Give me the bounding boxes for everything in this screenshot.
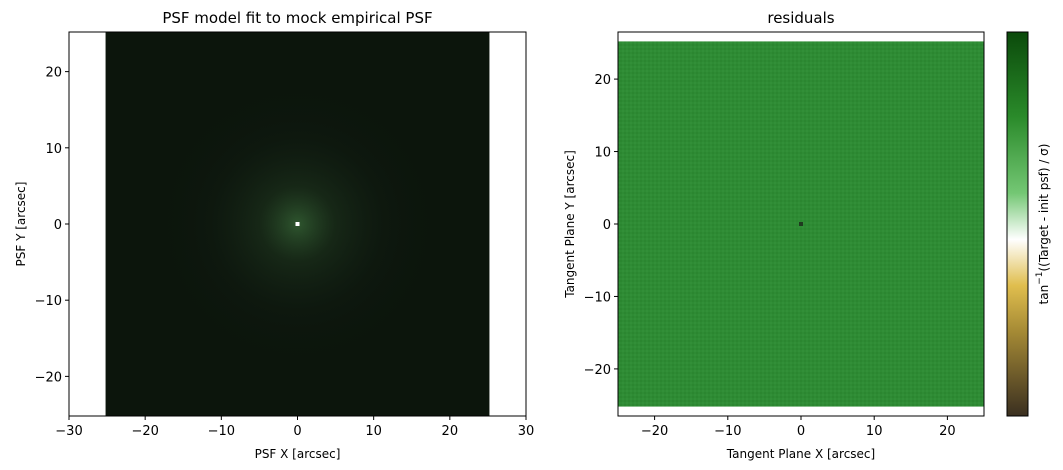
residuals-y-ticks: −20 −10 0 10 20 xyxy=(584,73,618,378)
x-tick-label: 0 xyxy=(293,424,301,439)
x-tick-label: 20 xyxy=(442,424,459,439)
psf-y-axis-label: PSF Y [arcsec] xyxy=(14,182,28,267)
y-tick-label: −10 xyxy=(584,290,611,305)
residuals-panel: residuals −20 −10 0 10 20 −20 −10 0 10 20 Tangen… xyxy=(563,9,985,461)
residuals-center-pixel xyxy=(799,222,803,226)
y-tick-label: 0 xyxy=(603,218,611,233)
colorbar-label-prefix: tan xyxy=(1037,285,1051,305)
x-tick-label: 10 xyxy=(365,424,382,439)
colorbar-gradient xyxy=(1006,31,1029,417)
colorbar-label-suffix: ((Target - init psf) / σ) xyxy=(1037,144,1051,272)
x-tick-label: 20 xyxy=(939,424,956,439)
psf-peak-pixel xyxy=(295,222,300,226)
y-tick-label: −20 xyxy=(35,370,62,385)
residuals-y-axis-label: Tangent Plane Y [arcsec] xyxy=(563,150,577,299)
psf-x-axis-label: PSF X [arcsec] xyxy=(255,447,341,461)
psf-x-ticks: −30 −20 −10 0 10 20 30 xyxy=(55,416,534,439)
y-tick-label: 10 xyxy=(45,142,62,157)
colorbar-label-superscript: −1 xyxy=(1035,272,1045,285)
x-tick-label: 10 xyxy=(866,424,883,439)
colorbar: tan−1((Target - init psf) / σ) xyxy=(1006,31,1051,417)
x-tick-label: −20 xyxy=(131,424,158,439)
x-tick-label: −10 xyxy=(714,424,741,439)
y-tick-label: 10 xyxy=(594,146,611,161)
y-tick-label: 20 xyxy=(45,66,62,81)
psf-y-ticks: −20 −10 0 10 20 xyxy=(35,66,69,385)
psf-title: PSF model fit to mock empirical PSF xyxy=(162,9,432,27)
y-tick-label: 20 xyxy=(594,73,611,88)
x-tick-label: −10 xyxy=(208,424,235,439)
x-tick-label: 30 xyxy=(518,424,535,439)
residuals-x-ticks: −20 −10 0 10 20 xyxy=(641,416,956,439)
y-tick-label: 0 xyxy=(54,218,62,233)
x-tick-label: 0 xyxy=(797,424,805,439)
colorbar-label: tan−1((Target - init psf) / σ) xyxy=(1035,144,1051,305)
psf-model-panel: PSF model fit to mock empirical PSF −30−… xyxy=(14,9,534,461)
y-tick-label: −20 xyxy=(584,363,611,378)
y-tick-label: −10 xyxy=(35,294,62,309)
x-tick-label: −30 xyxy=(55,424,82,439)
residuals-x-axis-label: Tangent Plane X [arcsec] xyxy=(726,447,875,461)
residuals-title: residuals xyxy=(767,9,834,27)
x-tick-label: −20 xyxy=(641,424,668,439)
